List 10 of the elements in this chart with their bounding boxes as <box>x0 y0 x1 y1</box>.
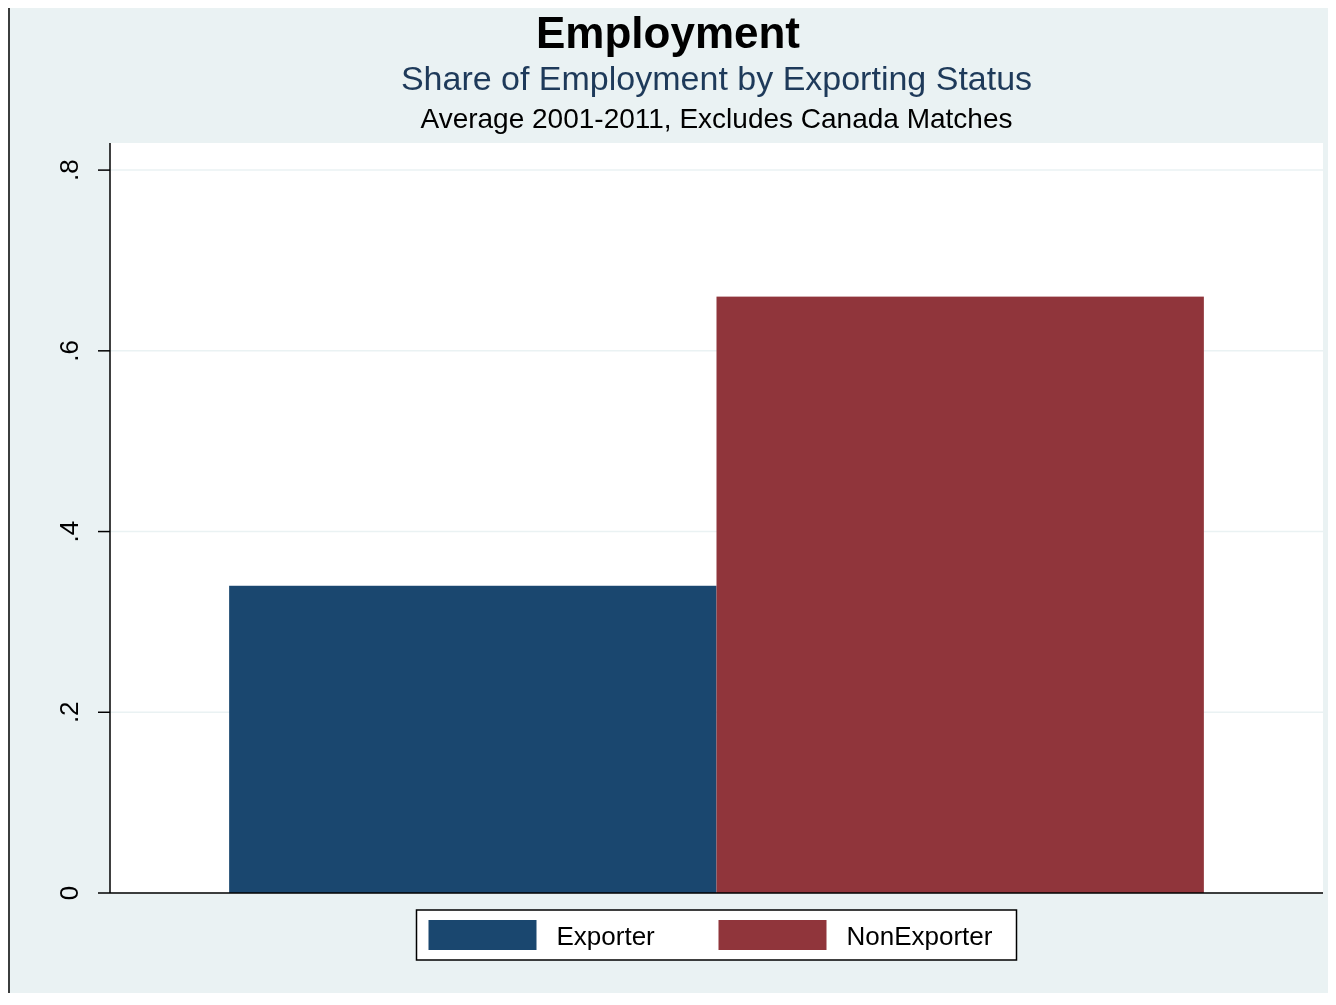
y-tick-label: .6 <box>54 339 84 362</box>
chart-subtitle: Average 2001-2011, Excludes Canada Matches <box>420 103 1013 134</box>
legend-label: Exporter <box>556 921 656 951</box>
y-tick-label: 0 <box>54 885 84 901</box>
y-tick-label: .2 <box>54 701 84 724</box>
chart-title: Share of Employment by Exporting Status <box>400 59 1033 97</box>
y-tick-label: .8 <box>54 159 84 181</box>
text: Employment <box>535 8 801 57</box>
legend-label: NonExporter <box>846 921 993 951</box>
y-tick-label: .4 <box>54 520 84 543</box>
